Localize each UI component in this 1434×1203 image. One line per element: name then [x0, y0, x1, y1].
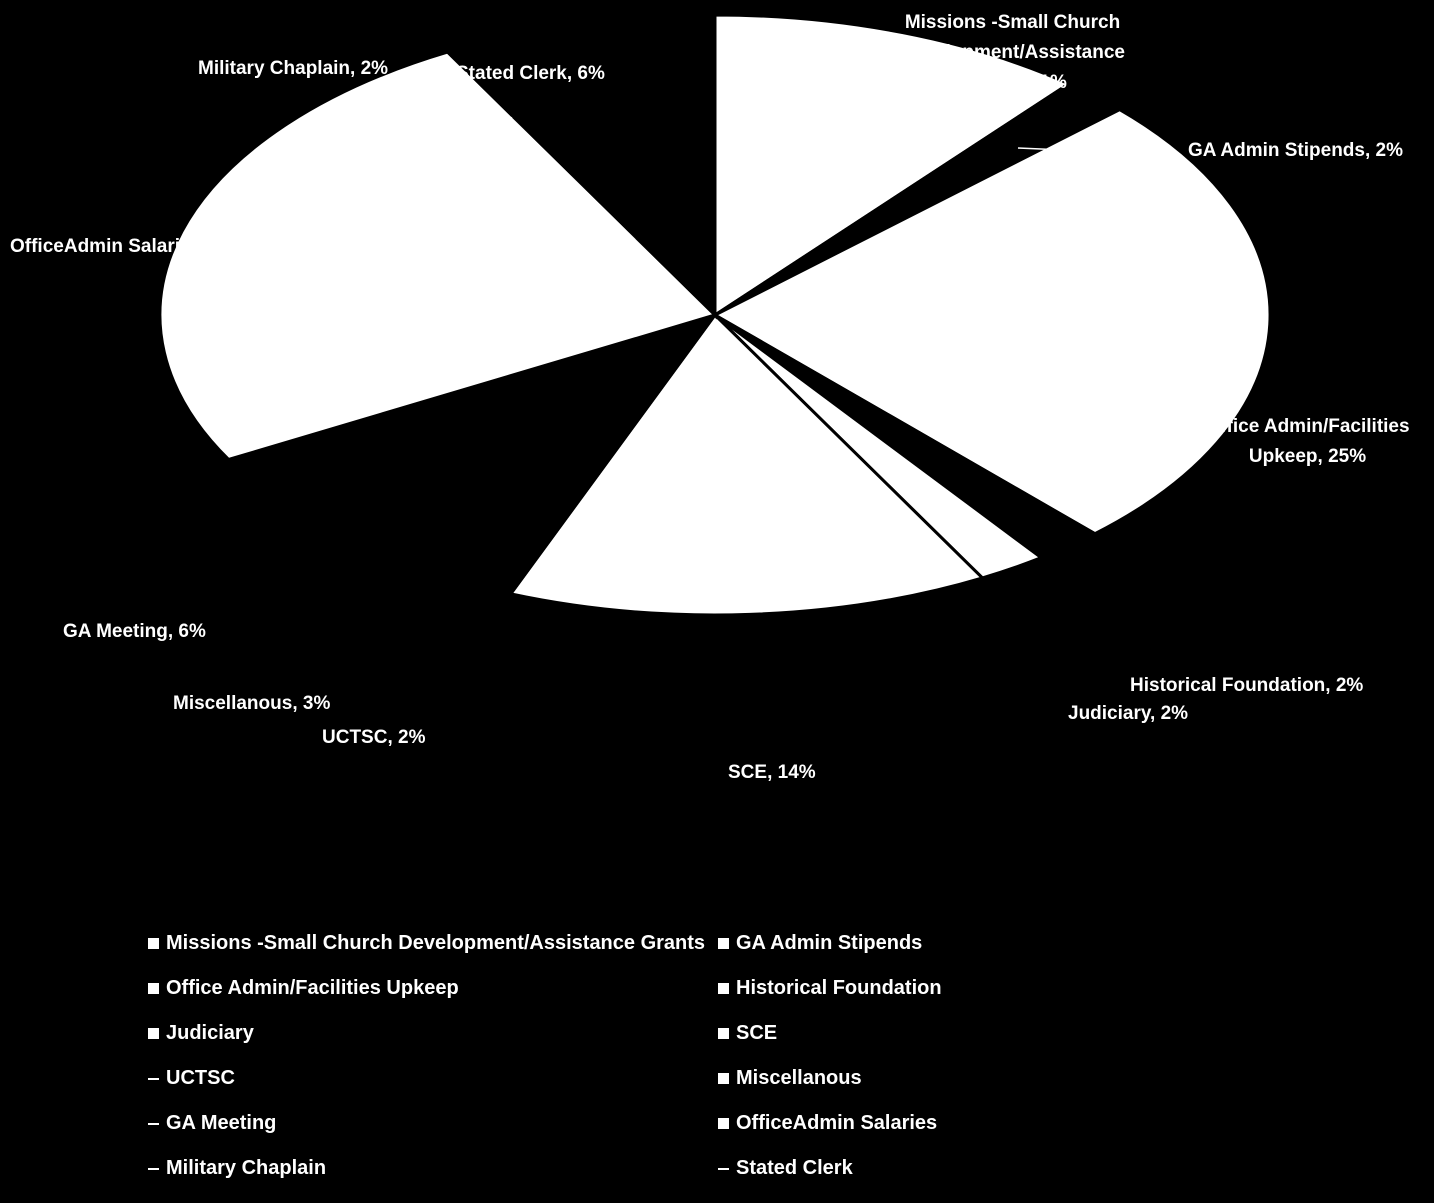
- legend-item-stated-clerk: Stated Clerk: [718, 1153, 1148, 1184]
- legend-label: GA Admin Stipends: [736, 932, 923, 954]
- legend-label: Military Chaplain: [166, 1157, 327, 1179]
- legend-swatch: [718, 1167, 729, 1170]
- legend-item-office-admin-facilities: Office Admin/Facilities Upkeep: [148, 973, 718, 1004]
- legend-label: UCTSC: [166, 1067, 235, 1089]
- legend-swatch: [148, 1167, 159, 1170]
- legend-item-officeadmin-salaries: OfficeAdmin Salaries: [718, 1108, 1148, 1139]
- legend-swatch: [148, 1077, 159, 1080]
- pie-slice-stated-clerk: [508, 13, 717, 320]
- legend-swatch: [148, 983, 159, 994]
- data-label-uctsc: UCTSC, 2%: [322, 727, 426, 748]
- legend-label: Historical Foundation: [736, 977, 942, 999]
- data-label-historical-foundation: Historical Foundation, 2%: [1130, 675, 1364, 696]
- legend-label: SCE: [736, 1022, 778, 1044]
- data-label-ga-admin-stipends: GA Admin Stipends, 2%: [1188, 140, 1404, 161]
- legend-swatch: [718, 1118, 729, 1129]
- pie-slice-ga-meeting: [225, 313, 716, 548]
- legend-item-sce: SCE: [718, 1018, 1148, 1049]
- pie-slice-missions-small-church-development-assistance-grants: [713, 13, 1072, 318]
- pie-slice-officeadmin-salaries: [158, 50, 718, 462]
- legend-swatch: [718, 1028, 729, 1039]
- pie-slice-sce: [508, 312, 986, 617]
- legend-item-miscellanous: Miscellanous: [718, 1063, 1148, 1094]
- legend-swatch: [718, 1073, 729, 1084]
- data-label-sce: SCE, 14%: [728, 762, 816, 783]
- legend-swatch: [148, 1122, 159, 1125]
- legend-item-military-chaplain: Military Chaplain: [148, 1153, 718, 1184]
- legend-label: Stated Clerk: [736, 1157, 853, 1179]
- pie-slice-office-admin-facilities-upkeep: [711, 107, 1272, 536]
- legend-swatch: [718, 983, 729, 994]
- leader-line-military-chaplain: [409, 71, 513, 119]
- legend-item-ga-admin-stipends: GA Admin Stipends: [718, 928, 1148, 959]
- legend-item-uctsc: UCTSC: [148, 1063, 718, 1094]
- legend-swatch: [148, 1028, 159, 1039]
- legend-label: Missions -Small Church Development/Assis…: [166, 932, 706, 954]
- data-label-ga-meeting: GA Meeting, 6%: [63, 621, 206, 642]
- leader-line-ga-admin-stipends: [1017, 147, 1181, 156]
- legend-label: Office Admin/Facilities Upkeep: [166, 977, 459, 999]
- data-label-missions: Missions -Small Church Development/Assis…: [900, 12, 1125, 93]
- data-label-military-chaplain: Military Chaplain, 2%: [198, 58, 389, 79]
- data-label-office-admin-facilities: Office Admin/Facilities Upkeep, 25%: [1205, 416, 1410, 467]
- legend-label: Judiciary: [166, 1022, 254, 1044]
- legend-label: GA Meeting: [166, 1112, 277, 1134]
- data-label-miscellanous: Miscellanous, 3%: [173, 693, 331, 714]
- chart-legend: Missions -Small Church Development/Assis…: [148, 928, 1148, 1184]
- data-label-stated-clerk: Stated Clerk, 6%: [456, 63, 605, 84]
- data-label-judiciary: Judiciary, 2%: [1068, 703, 1189, 724]
- legend-label: OfficeAdmin Salaries: [736, 1112, 938, 1134]
- legend-item-judiciary: Judiciary: [148, 1018, 718, 1049]
- legend-swatch: [718, 938, 729, 949]
- legend-item-missions: Missions -Small Church Development/Assis…: [148, 928, 718, 959]
- legend-label: Miscellanous: [736, 1067, 862, 1089]
- legend-item-historical-foundation: Historical Foundation: [718, 973, 1148, 1004]
- data-label-officeadmin-salaries: OfficeAdmin Salaries, 25%: [10, 236, 250, 257]
- legend-item-ga-meeting: GA Meeting: [148, 1108, 718, 1139]
- legend-swatch: [148, 938, 159, 949]
